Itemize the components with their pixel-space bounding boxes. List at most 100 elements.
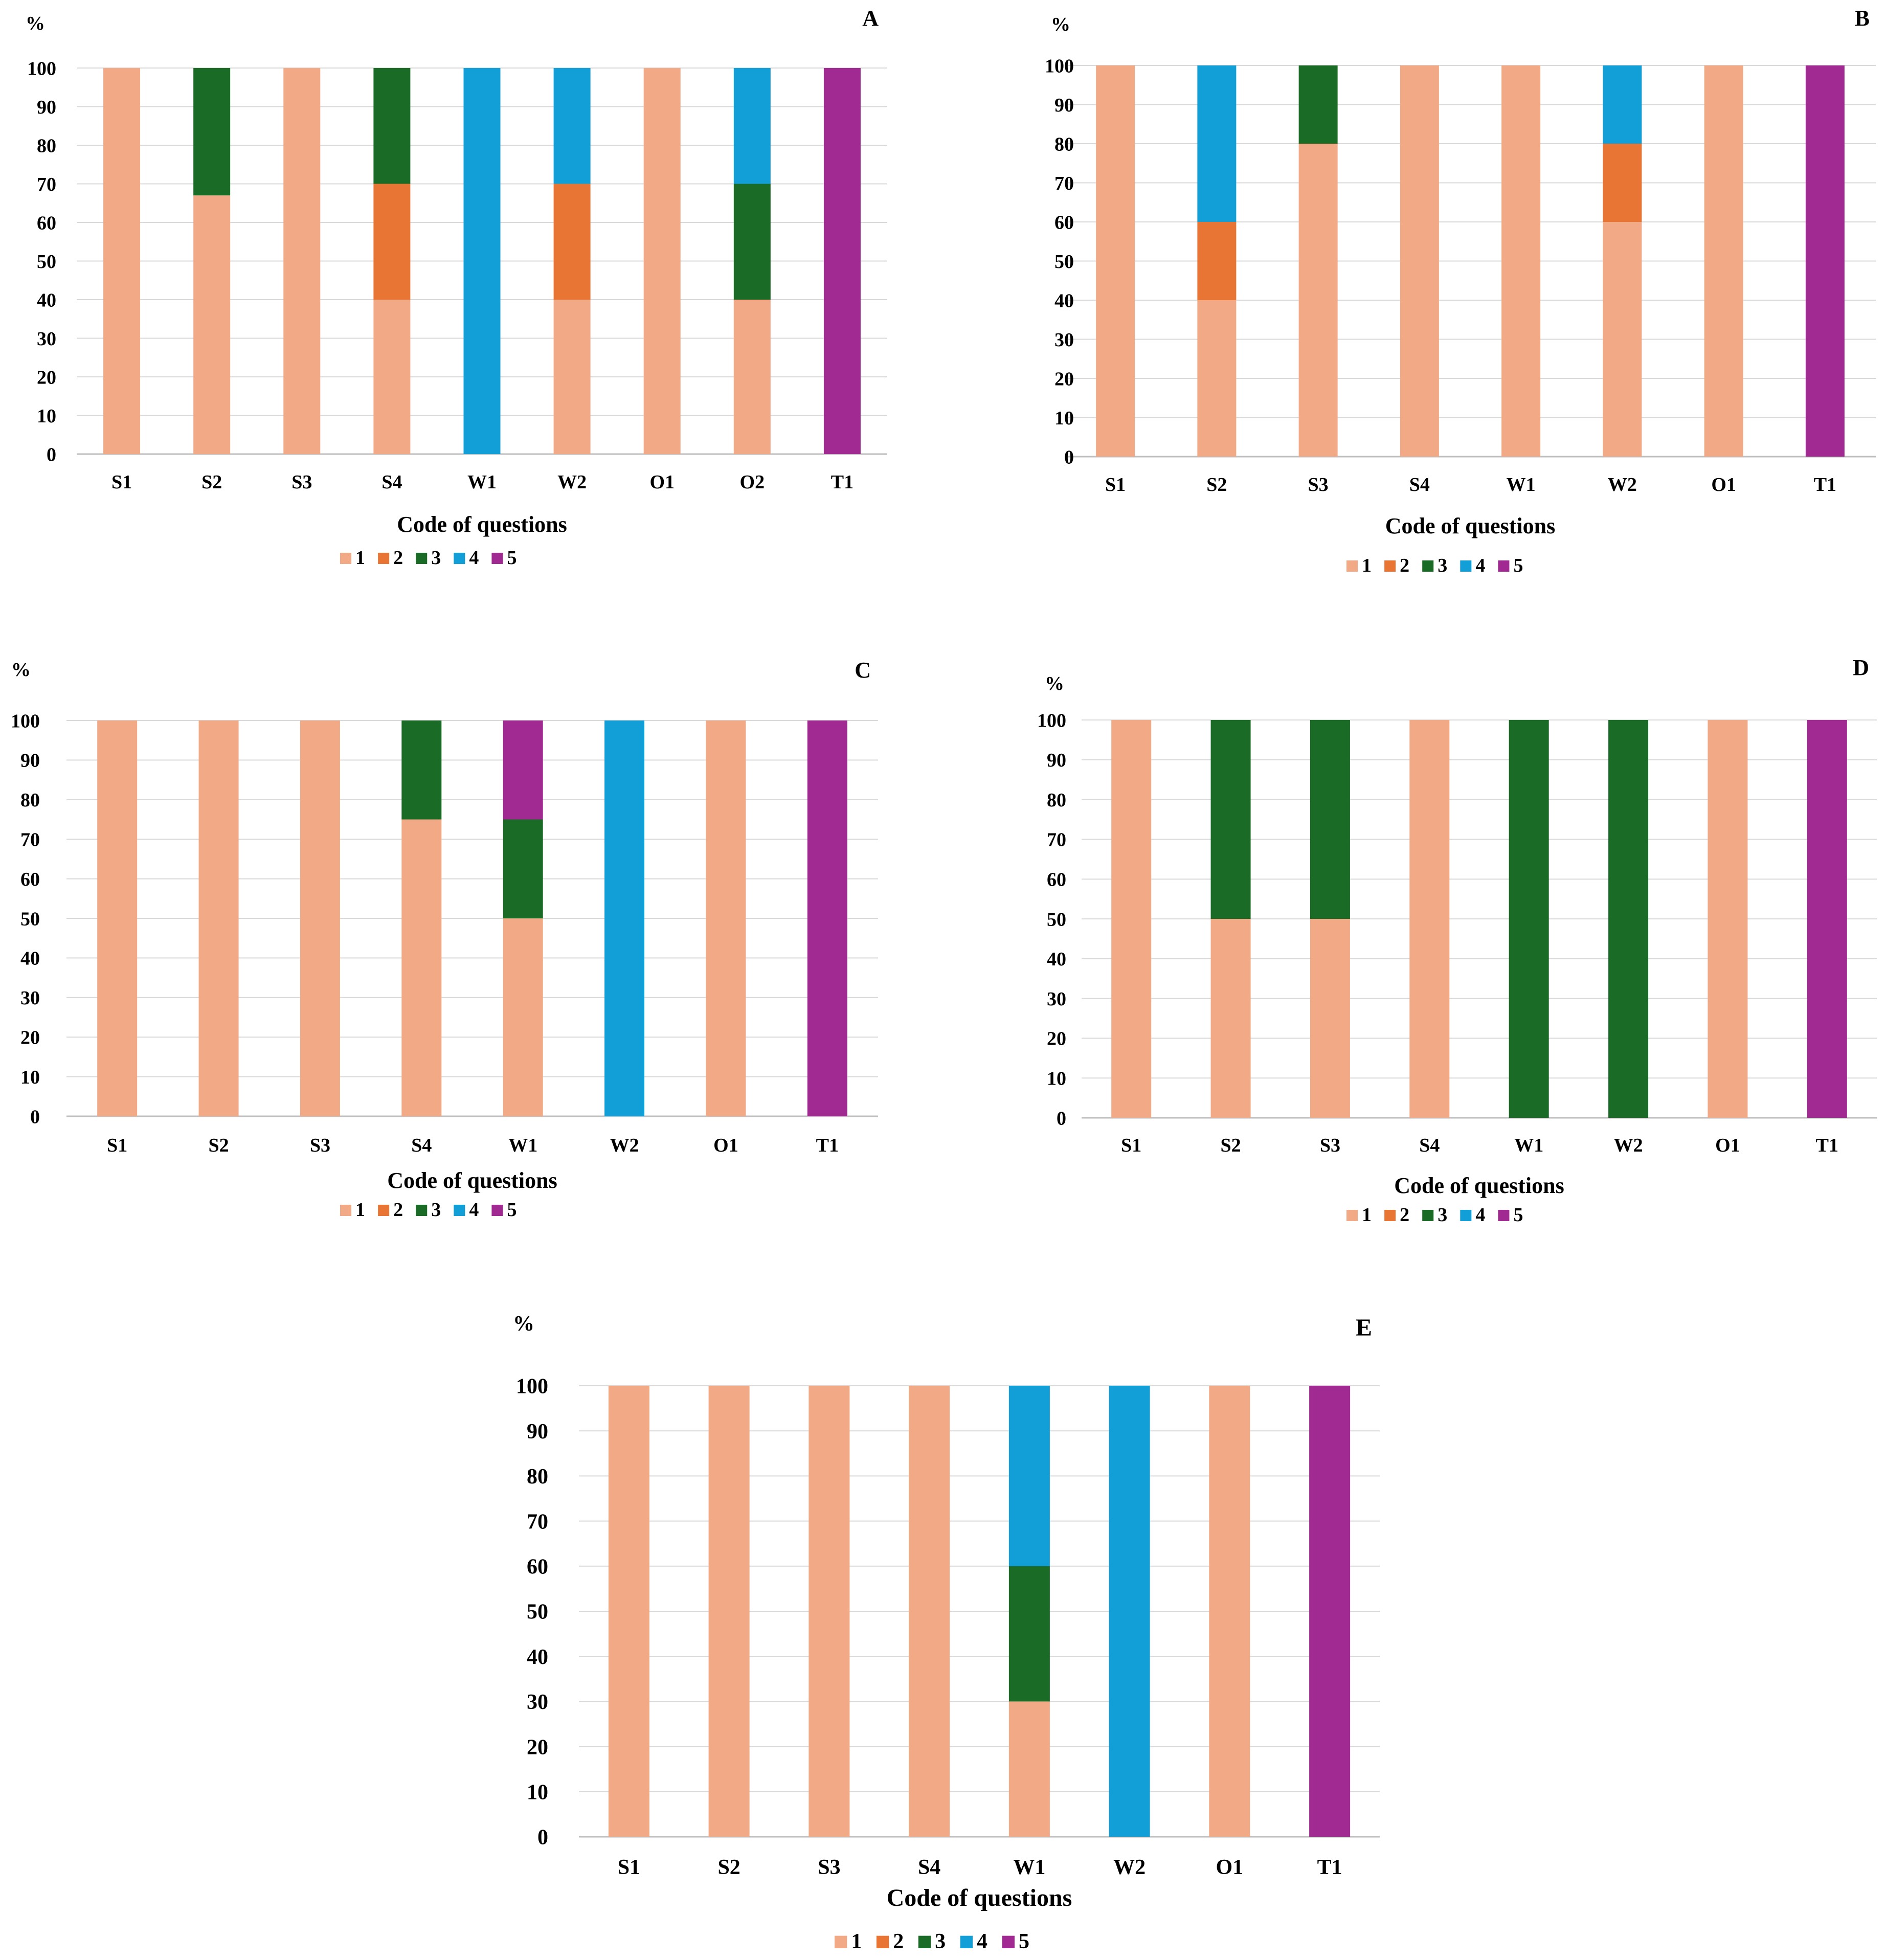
bar-segment: [733, 184, 771, 300]
legend-swatch: [1384, 1209, 1396, 1221]
legend-swatch: [491, 552, 503, 564]
legend-swatch: [340, 1204, 352, 1216]
bar-segment: [909, 1386, 950, 1837]
bar-segment: [1310, 720, 1350, 919]
bar-segment: [1197, 222, 1237, 300]
y-tick-label: 50: [1054, 251, 1074, 273]
x-tick-label: W2: [1608, 474, 1637, 495]
legend-swatch: [835, 1935, 847, 1948]
legend-swatch: [1498, 1209, 1510, 1221]
bar-segment: [373, 68, 411, 184]
legend-label: 4: [1475, 1204, 1485, 1226]
legend-label: 2: [393, 547, 403, 569]
chart-panel-b: B% 0 10 20 30 40 50 60 70 80 90 100 S1 S2 S3 S4 W1 W2 O1 T1…: [1045, 6, 1876, 576]
x-tick-label: S1: [107, 1135, 127, 1156]
y-tick-label: 10: [20, 1067, 40, 1088]
bar-segment: [1197, 300, 1237, 457]
legend-label: 5: [1513, 555, 1523, 576]
legend-swatch: [1384, 560, 1396, 572]
legend-swatch: [1002, 1935, 1015, 1948]
y-tick-label: 40: [37, 289, 56, 311]
legend: 1 2 3 4 5: [1346, 555, 1523, 576]
y-tick-label: 40: [20, 948, 40, 970]
y-tick-label: 80: [20, 790, 40, 811]
legend-label: 3: [1438, 1204, 1447, 1226]
x-tick-label: T1: [1816, 1135, 1838, 1156]
chart-panel-a: A% 0 10 20 30 40 50 60 70 80 90 100 S1 S2 S3 S4 W1 W2 O1 O2…: [26, 6, 887, 569]
legend-label: 3: [431, 547, 441, 569]
chart-panel-d: D% 0 10 20 30 40 50 60 70 80 90 100 S1 S2 S3 S4 W1 W2 O1 T1…: [1037, 655, 1877, 1226]
y-tick-label: 70: [1054, 173, 1074, 194]
x-tick-label: S3: [818, 1856, 840, 1879]
x-tick-label: O1: [649, 471, 675, 493]
y-tick-label: 80: [37, 135, 56, 156]
bar-segment: [1008, 1386, 1050, 1566]
y-tick-label: 50: [37, 251, 56, 273]
x-tick-label: W2: [1113, 1856, 1146, 1879]
x-tick-label: O1: [713, 1135, 738, 1156]
y-tick-label: 50: [527, 1601, 548, 1624]
bar-segment: [463, 68, 501, 454]
bar-segment: [1704, 65, 1743, 457]
y-tick-label: 30: [527, 1691, 548, 1714]
y-tick-label: 90: [20, 750, 40, 772]
x-tick-label: S2: [717, 1856, 740, 1879]
x-tick-label: O2: [740, 471, 765, 493]
legend-swatch: [378, 552, 390, 564]
y-tick-label: 70: [1047, 829, 1066, 851]
x-tick-label: W2: [557, 471, 587, 493]
bar-segment: [823, 68, 861, 454]
legend-swatch: [416, 552, 428, 564]
y-tick-label: 70: [20, 829, 40, 851]
bar-segment: [503, 918, 543, 1116]
y-tick-label: 0: [1064, 446, 1074, 468]
bar-segment: [604, 720, 645, 1116]
x-axis-title: Code of questions: [1385, 513, 1556, 538]
x-tick-label: O1: [1711, 474, 1736, 495]
legend-label: 2: [1400, 1204, 1409, 1226]
legend-swatch: [416, 1204, 428, 1216]
bar-segment: [401, 819, 442, 1116]
legend-label: 4: [469, 547, 479, 569]
x-tick-label: S3: [1308, 474, 1329, 495]
y-axis-label: %: [513, 1312, 534, 1336]
bar-segment: [1109, 1386, 1150, 1837]
x-tick-label: S1: [1121, 1135, 1141, 1156]
y-tick-label: 30: [20, 987, 40, 1009]
legend-swatch: [491, 1204, 503, 1216]
legend-swatch: [340, 552, 352, 564]
y-tick-label: 20: [20, 1027, 40, 1049]
bar-segment: [807, 720, 847, 1116]
y-axis-label: %: [1045, 673, 1064, 694]
y-tick-label: 20: [1054, 368, 1074, 390]
y-tick-label: 90: [1054, 95, 1074, 116]
x-tick-label: S1: [618, 1856, 640, 1879]
bar-segment: [1603, 65, 1642, 144]
x-tick-label: T1: [1814, 474, 1836, 495]
y-tick-label: 30: [1054, 329, 1074, 351]
y-tick-label: 60: [1047, 869, 1066, 891]
y-tick-label: 0: [30, 1106, 40, 1128]
legend-label: 3: [1438, 555, 1447, 576]
bar-segment: [1409, 720, 1450, 1118]
x-axis-title: Code of questions: [397, 512, 567, 537]
y-tick-label: 60: [20, 869, 40, 890]
x-tick-label: S4: [1409, 474, 1430, 495]
x-tick-label: S2: [1220, 1135, 1241, 1156]
bar-segment: [1603, 222, 1642, 457]
legend-label: 3: [935, 1930, 946, 1953]
bar-segment: [706, 720, 746, 1116]
bar-segment: [553, 68, 591, 184]
legend-swatch: [1346, 560, 1358, 572]
x-tick-label: W2: [1614, 1135, 1643, 1156]
legend-label: 5: [1513, 1204, 1523, 1226]
x-tick-label: S4: [1419, 1135, 1440, 1156]
bar-segment: [1096, 65, 1135, 457]
x-axis-title: Code of questions: [387, 1168, 557, 1193]
y-tick-label: 10: [527, 1781, 548, 1805]
legend-label: 1: [355, 547, 365, 569]
legend-label: 4: [469, 1199, 479, 1221]
bar-segment: [1298, 65, 1338, 144]
y-tick-label: 60: [37, 212, 56, 234]
bar-segment: [553, 300, 591, 454]
